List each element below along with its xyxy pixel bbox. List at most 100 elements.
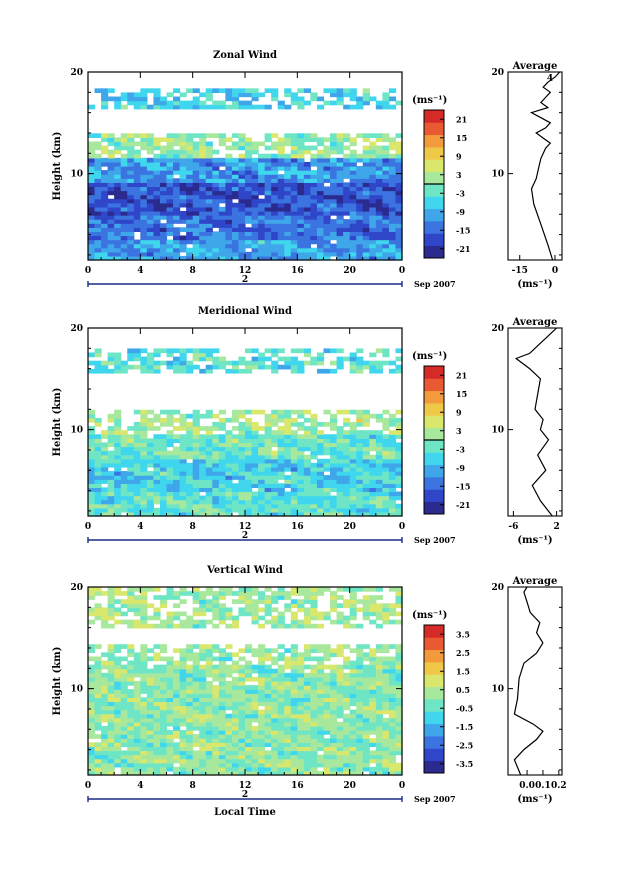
heatmap-cell	[212, 697, 220, 703]
x-tick-label: 20	[343, 522, 356, 532]
heatmap-cell	[88, 730, 96, 735]
heatmap-cell	[94, 615, 102, 621]
heatmap-cell	[238, 750, 246, 756]
heatmap-cell	[114, 746, 122, 752]
heatmap-cell	[310, 360, 318, 366]
heatmap-cell	[245, 734, 253, 739]
heatmap-cell	[146, 227, 155, 232]
heatmap-cell	[205, 348, 213, 354]
heatmap-cell	[153, 223, 161, 228]
heatmap-cell	[330, 591, 338, 596]
heatmap-cell	[310, 648, 318, 653]
colorbar-label: -3	[456, 444, 465, 454]
heatmap-cell	[356, 198, 364, 204]
heatmap-cell	[173, 360, 181, 366]
heatmap-cell	[290, 442, 298, 448]
heatmap-cell	[225, 499, 233, 505]
heatmap-cell	[395, 511, 403, 517]
heatmap-cell	[179, 717, 187, 723]
heatmap-cell	[375, 133, 383, 138]
heatmap-cell	[303, 462, 312, 468]
heatmap-cell	[101, 174, 109, 179]
heatmap-cell	[212, 422, 220, 427]
heatmap-cell	[88, 717, 96, 723]
heatmap-cell	[146, 247, 155, 253]
heatmap-cell	[369, 446, 377, 452]
heatmap-cell	[192, 145, 200, 151]
heatmap-cell	[362, 223, 370, 228]
heatmap-cell	[120, 734, 128, 739]
heatmap-cell	[258, 475, 266, 480]
heatmap-cell	[369, 713, 377, 719]
heatmap-cell	[94, 174, 102, 179]
heatmap-cell	[192, 607, 200, 613]
heatmap-cell	[264, 491, 272, 497]
heatmap-cell	[349, 434, 357, 439]
heatmap-cell	[343, 762, 351, 768]
heatmap-cell	[179, 450, 187, 456]
colorbar: (ms⁻¹)3.52.51.50.5-0.5-1.5-2.5-3.5	[412, 610, 473, 774]
heatmap-cell	[330, 652, 338, 658]
heatmap-cell	[316, 446, 325, 452]
heatmap-cell	[205, 438, 213, 444]
heatmap-cell	[271, 202, 279, 208]
heatmap-cell	[133, 471, 141, 476]
heatmap-cell	[133, 182, 141, 188]
heatmap-cell	[369, 462, 377, 468]
heatmap-cell	[290, 235, 298, 241]
heatmap-cell	[369, 202, 377, 208]
heatmap-cell	[310, 92, 318, 98]
heatmap-cell	[330, 178, 338, 183]
heatmap-cell	[290, 503, 298, 509]
heatmap-cell	[323, 766, 331, 772]
heatmap-cell	[140, 243, 148, 249]
heatmap-cell	[218, 442, 226, 448]
heatmap-cell	[199, 206, 207, 212]
heatmap-cell	[284, 190, 292, 196]
heatmap-cell	[231, 664, 240, 670]
heatmap-cell	[186, 664, 194, 670]
heatmap-cell	[375, 762, 383, 768]
heatmap-cell	[336, 157, 344, 163]
heatmap-cell	[173, 623, 181, 629]
heatmap-cell	[231, 705, 240, 711]
heatmap-cell	[284, 178, 292, 183]
heatmap-cell	[271, 223, 279, 228]
heatmap-cell	[153, 438, 161, 444]
heatmap-cell	[101, 145, 109, 151]
heatmap-cell	[192, 701, 200, 707]
heatmap-cell	[297, 174, 305, 179]
heatmap-cell	[94, 591, 102, 596]
heatmap-cell	[127, 239, 135, 245]
heatmap-cell	[107, 499, 115, 505]
heatmap-cell	[199, 231, 207, 237]
heatmap-cell	[277, 348, 285, 354]
heatmap-cell	[362, 462, 370, 468]
heatmap-cell	[94, 676, 102, 682]
heatmap-cell	[297, 599, 305, 604]
heatmap-cell	[258, 178, 266, 183]
heatmap-cell	[133, 210, 141, 216]
colorbar-segment	[424, 674, 444, 688]
heatmap-cell	[277, 734, 285, 739]
heatmap-cell	[356, 693, 364, 698]
x-tick-label: 4	[137, 781, 143, 791]
heatmap-cell	[225, 202, 233, 208]
heatmap-cell	[88, 360, 96, 366]
heatmap-cell	[153, 219, 161, 224]
heatmap-cell	[114, 717, 122, 723]
heatmap-cell	[303, 689, 312, 694]
heatmap-cell	[225, 713, 233, 719]
heatmap-cell	[303, 243, 312, 249]
heatmap-cell	[114, 426, 122, 431]
heatmap-cell	[356, 701, 364, 707]
heatmap-cell	[369, 438, 377, 444]
heatmap-cell	[120, 210, 128, 216]
colorbar-segment	[424, 159, 444, 173]
heatmap-cell	[316, 178, 325, 183]
heatmap-cell	[94, 685, 102, 690]
heatmap-cell	[107, 734, 115, 739]
heatmap-cell	[218, 409, 226, 415]
heatmap-cell	[395, 734, 403, 739]
heatmap-cell	[382, 153, 390, 159]
